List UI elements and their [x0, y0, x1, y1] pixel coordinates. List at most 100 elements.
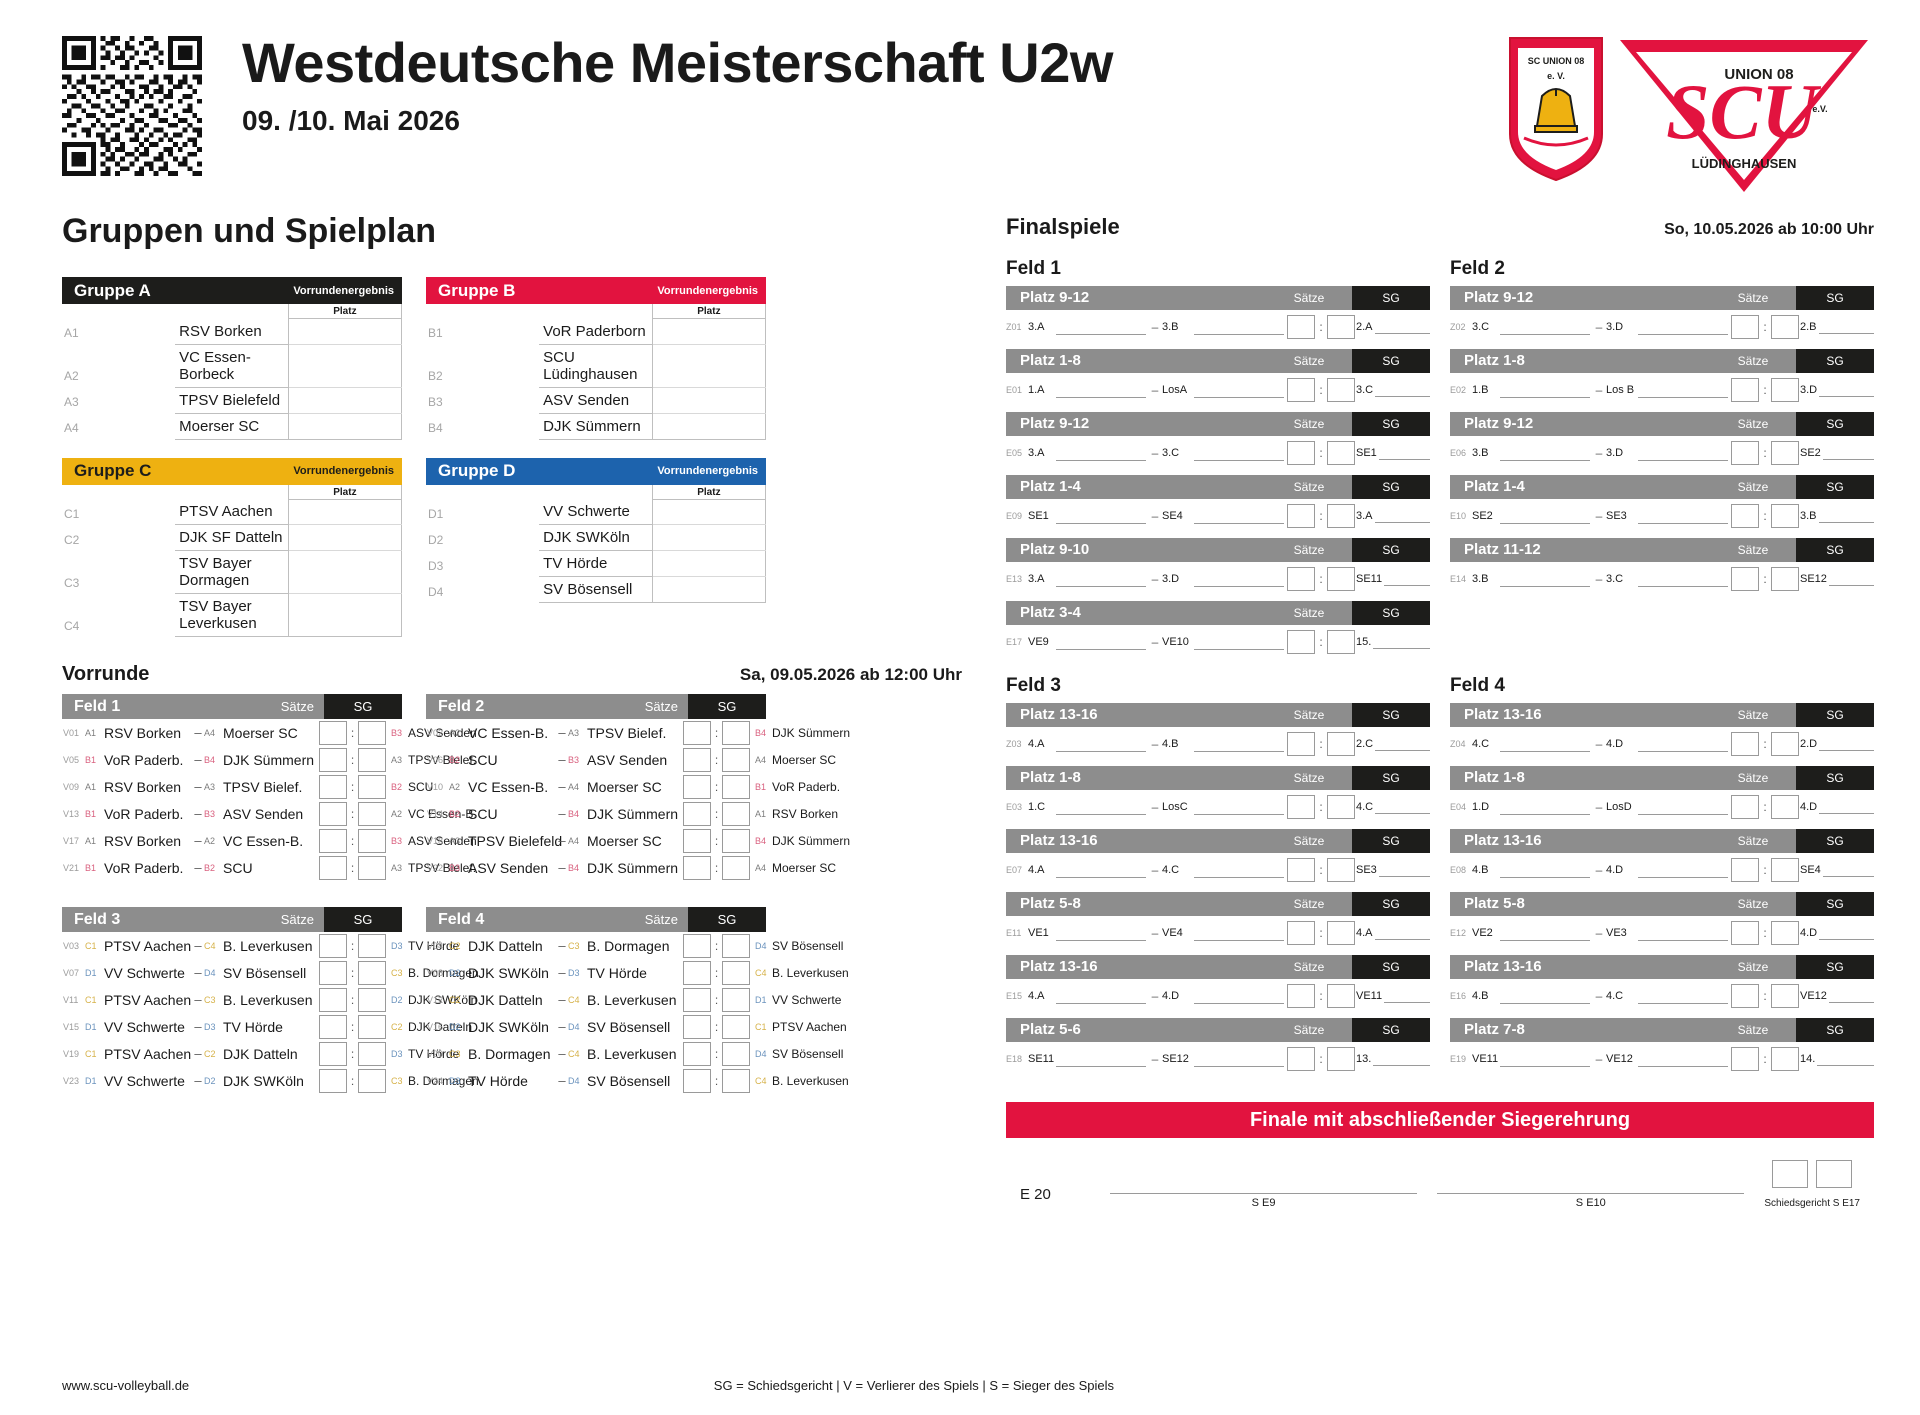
score-box-1[interactable]	[1286, 795, 1316, 819]
score-box-1[interactable]	[318, 827, 348, 854]
score-box-2[interactable]	[1326, 921, 1356, 945]
slot-b-line[interactable]	[1638, 509, 1728, 524]
slot-a-line[interactable]	[1500, 926, 1590, 941]
score-box-1[interactable]	[318, 800, 348, 827]
score-box-2[interactable]	[1770, 378, 1800, 402]
score-box-1[interactable]	[682, 800, 712, 827]
score-box-1[interactable]	[1286, 630, 1316, 654]
score-box-2[interactable]	[721, 827, 751, 854]
platz-cell[interactable]	[287, 593, 403, 637]
slot-a-line[interactable]	[1056, 446, 1146, 461]
score-box-1[interactable]	[1730, 504, 1760, 528]
slot-b-line[interactable]	[1638, 863, 1728, 878]
slot-b-line[interactable]	[1194, 446, 1284, 461]
slot-a-line[interactable]	[1500, 320, 1590, 335]
finale-left-slot[interactable]: S E9	[1110, 1171, 1418, 1209]
score-box-1[interactable]	[1286, 1047, 1316, 1071]
score-box-1[interactable]	[318, 932, 348, 959]
referee-line[interactable]	[1375, 738, 1430, 751]
slot-a-line[interactable]	[1056, 635, 1146, 650]
referee-line[interactable]	[1375, 801, 1430, 814]
slot-a-line[interactable]	[1500, 446, 1590, 461]
score-box-2[interactable]	[1326, 984, 1356, 1008]
platz-cell[interactable]	[651, 550, 767, 577]
score-box-2[interactable]	[721, 932, 751, 959]
referee-line[interactable]	[1819, 801, 1874, 814]
slot-b-line[interactable]	[1194, 926, 1284, 941]
score-box-1[interactable]	[1286, 441, 1316, 465]
slot-b-line[interactable]	[1194, 800, 1284, 815]
slot-a-line[interactable]	[1500, 737, 1590, 752]
score-box-2[interactable]	[721, 1040, 751, 1067]
score-box-1[interactable]	[1730, 441, 1760, 465]
score-box-1[interactable]	[682, 746, 712, 773]
referee-line[interactable]	[1817, 1053, 1874, 1066]
platz-cell[interactable]	[287, 550, 403, 594]
finale-left-line[interactable]	[1110, 1171, 1418, 1194]
score-box-1[interactable]	[318, 986, 348, 1013]
referee-line[interactable]	[1818, 321, 1874, 334]
platz-cell[interactable]	[287, 387, 403, 414]
score-box-2[interactable]	[1770, 921, 1800, 945]
slot-a-line[interactable]	[1056, 509, 1146, 524]
score-box-2[interactable]	[357, 746, 387, 773]
score-box-1[interactable]	[318, 746, 348, 773]
slot-a-line[interactable]	[1056, 926, 1146, 941]
slot-b-line[interactable]	[1638, 383, 1728, 398]
score-box-2[interactable]	[721, 1013, 751, 1040]
score-box-2[interactable]	[1326, 732, 1356, 756]
slot-b-line[interactable]	[1194, 572, 1284, 587]
score-box-1[interactable]	[682, 959, 712, 986]
score-box-2[interactable]	[1326, 858, 1356, 882]
slot-b-line[interactable]	[1638, 800, 1728, 815]
slot-b-line[interactable]	[1638, 320, 1728, 335]
referee-line[interactable]	[1818, 510, 1874, 523]
score-box-1[interactable]	[1286, 984, 1316, 1008]
score-box-1[interactable]	[1286, 504, 1316, 528]
slot-b-line[interactable]	[1638, 737, 1728, 752]
referee-line[interactable]	[1822, 864, 1874, 877]
platz-cell[interactable]	[287, 413, 403, 440]
referee-line[interactable]	[1819, 927, 1874, 940]
score-box-2[interactable]	[357, 854, 387, 881]
score-box-1[interactable]	[318, 854, 348, 881]
platz-cell[interactable]	[651, 499, 767, 525]
score-box-2[interactable]	[1770, 1047, 1800, 1071]
slot-b-line[interactable]	[1194, 1052, 1284, 1067]
slot-a-line[interactable]	[1056, 1052, 1146, 1067]
score-box-1[interactable]	[1730, 732, 1760, 756]
score-box-1[interactable]	[682, 1040, 712, 1067]
score-box-1[interactable]	[1286, 567, 1316, 591]
slot-a-line[interactable]	[1500, 509, 1590, 524]
score-box-1[interactable]	[1730, 984, 1760, 1008]
platz-cell[interactable]	[287, 499, 403, 525]
score-box-1[interactable]	[1286, 858, 1316, 882]
score-box-1[interactable]	[682, 719, 712, 746]
score-box-1[interactable]	[682, 773, 712, 800]
slot-a-line[interactable]	[1056, 800, 1146, 815]
score-box-1[interactable]	[318, 959, 348, 986]
score-box-1[interactable]	[682, 854, 712, 881]
score-box-2[interactable]	[1770, 984, 1800, 1008]
score-box-2[interactable]	[721, 773, 751, 800]
score-box-1[interactable]	[1286, 921, 1316, 945]
referee-line[interactable]	[1374, 321, 1430, 334]
slot-b-line[interactable]	[1194, 635, 1284, 650]
platz-cell[interactable]	[287, 318, 403, 345]
score-box-2[interactable]	[721, 986, 751, 1013]
slot-b-line[interactable]	[1194, 989, 1284, 1004]
score-box-1[interactable]	[1730, 567, 1760, 591]
platz-cell[interactable]	[651, 576, 767, 603]
score-box-1[interactable]	[1730, 1047, 1760, 1071]
platz-cell[interactable]	[651, 344, 767, 388]
referee-line[interactable]	[1378, 864, 1430, 877]
score-box-1[interactable]	[682, 827, 712, 854]
score-box-1[interactable]	[1730, 921, 1760, 945]
referee-line[interactable]	[1819, 384, 1874, 397]
score-box-2[interactable]	[357, 959, 387, 986]
score-box-2[interactable]	[357, 1013, 387, 1040]
referee-line[interactable]	[1374, 927, 1430, 940]
referee-line[interactable]	[1378, 447, 1430, 460]
slot-a-line[interactable]	[1056, 737, 1146, 752]
score-box-2[interactable]	[357, 719, 387, 746]
